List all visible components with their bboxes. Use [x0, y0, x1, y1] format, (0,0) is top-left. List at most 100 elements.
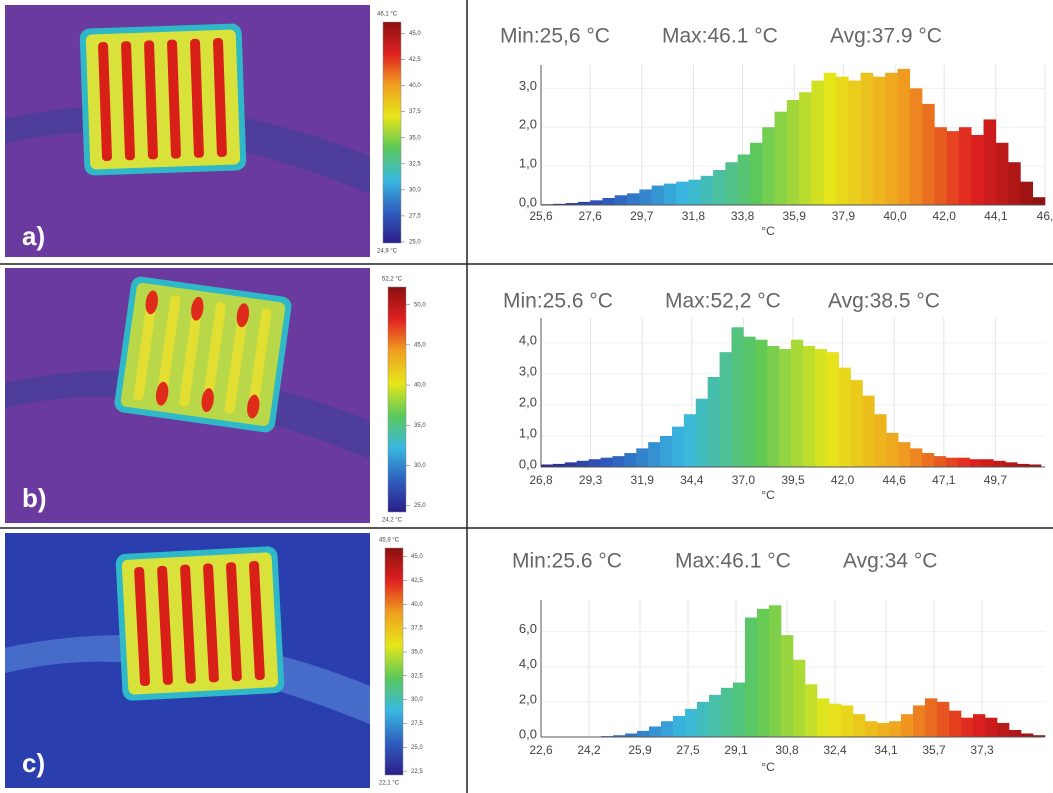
pad-stripe [134, 567, 150, 687]
histogram-bar [1005, 462, 1018, 467]
histogram-bar [683, 414, 697, 467]
hot-spot [145, 290, 158, 315]
heating-pad [114, 276, 292, 433]
colorbar-tick-label: 35,0 [411, 650, 423, 656]
histogram-bar [660, 435, 673, 467]
pad-stripe [247, 308, 272, 417]
y-tick-label: 3,0 [519, 78, 537, 93]
stat-text: Min:25.6 °C [512, 550, 622, 573]
histogram-bar [731, 327, 744, 467]
histogram-bar [649, 726, 662, 737]
panel-label: a) [22, 221, 45, 251]
panel-label: c) [22, 748, 45, 778]
x-axis-label: °C [761, 760, 775, 774]
histogram-bar [958, 127, 972, 205]
histogram-bar [836, 76, 849, 206]
histogram-bar [588, 459, 601, 467]
colorbar-min: 24,9 °C [377, 249, 398, 255]
histogram-bar [793, 659, 806, 737]
histogram-bar [600, 457, 613, 467]
hot-spot [201, 388, 214, 413]
y-tick-label: 0,0 [519, 726, 537, 741]
histogram-bar [639, 189, 652, 205]
histogram-bar [799, 92, 812, 205]
histogram-bar [814, 349, 828, 467]
histogram-bar [541, 464, 554, 467]
histogram-bar [823, 72, 837, 206]
histogram-bar [925, 698, 938, 737]
colorbar-tick-label: 40,0 [414, 383, 426, 389]
histogram-bar [997, 722, 1010, 737]
histogram-bar [872, 76, 886, 206]
histogram-bar [769, 605, 782, 737]
histogram-bar [721, 687, 734, 737]
histogram-bar [1029, 464, 1042, 467]
colorbar-max: 52,2 °C [382, 277, 403, 283]
x-tick-label: 35,7 [922, 743, 946, 757]
histogram-bar [921, 453, 935, 467]
histogram-bar [897, 68, 911, 205]
histogram-bar [838, 367, 851, 467]
histogram-bar [767, 345, 780, 467]
histogram-bar [1020, 181, 1034, 205]
x-tick-label: 49,7 [984, 473, 1008, 487]
pad-stripe [157, 565, 173, 685]
pad-stripe [180, 564, 196, 684]
x-tick-label: 40,0 [883, 209, 907, 223]
histogram-bar [749, 142, 763, 205]
histogram-bar [922, 103, 935, 205]
histogram-bar [685, 708, 698, 737]
histogram-bar [850, 380, 863, 467]
histogram-bar [612, 456, 625, 467]
histogram-bar [553, 203, 566, 205]
x-tick-label: 26,8 [529, 473, 553, 487]
histogram-bar [1009, 729, 1022, 737]
histogram-bar [636, 448, 649, 467]
histogram-bar [725, 162, 738, 205]
colorbar-tick-label: 37,5 [409, 109, 421, 115]
y-tick-label: 4,0 [519, 656, 537, 671]
histogram-bar [733, 682, 746, 737]
histogram-bar [627, 193, 640, 205]
colorbar-tick-label: 25,0 [414, 503, 426, 509]
histogram-bar [909, 88, 923, 205]
histogram-bar [993, 460, 1006, 467]
stat-text: Avg:38.5 °C [828, 290, 940, 313]
colorbar-tick-label: 45,0 [411, 554, 423, 560]
x-tick-label: 37,9 [832, 209, 856, 223]
histogram-bar [577, 201, 591, 205]
histogram-bar [937, 701, 950, 737]
colorbar-min: 24,2 °C [382, 518, 403, 524]
histogram-bar [673, 715, 686, 737]
histogram-bar [565, 203, 579, 205]
colorbar-tick-label: 27,5 [411, 721, 423, 727]
x-tick-label: 31,9 [631, 473, 655, 487]
colorbar-tick-label: 22,5 [411, 769, 423, 775]
pad-stripe [213, 38, 227, 158]
histogram-bar [973, 714, 986, 737]
histogram-bar [913, 705, 926, 737]
colorbar-max: 46,1 °C [377, 12, 398, 18]
histogram-bar [676, 181, 689, 205]
histogram-bar [889, 721, 902, 737]
histogram-bar [949, 710, 962, 737]
histogram-bar [625, 733, 638, 737]
colorbar-tick-label: 32,5 [409, 161, 421, 167]
pad-stripe [167, 39, 181, 159]
histogram-bar [1021, 733, 1034, 737]
colorbar-tick-label: 30,0 [409, 187, 421, 193]
stat-text: Max:46.1 °C [675, 550, 791, 573]
histogram-bar [877, 722, 890, 737]
pad-stripe [226, 562, 242, 682]
x-tick-label: 27,5 [676, 743, 700, 757]
histogram-bar [1033, 735, 1046, 737]
histogram-bar [602, 198, 616, 205]
histogram-bar [709, 694, 722, 737]
histogram-bar [886, 432, 899, 467]
x-tick-label: 35,9 [783, 209, 807, 223]
histogram-bar [957, 457, 970, 467]
histogram-bar [663, 183, 677, 205]
pad-stripe [156, 295, 181, 404]
histogram-bar [862, 395, 875, 467]
x-tick-label: 24,2 [577, 743, 601, 757]
